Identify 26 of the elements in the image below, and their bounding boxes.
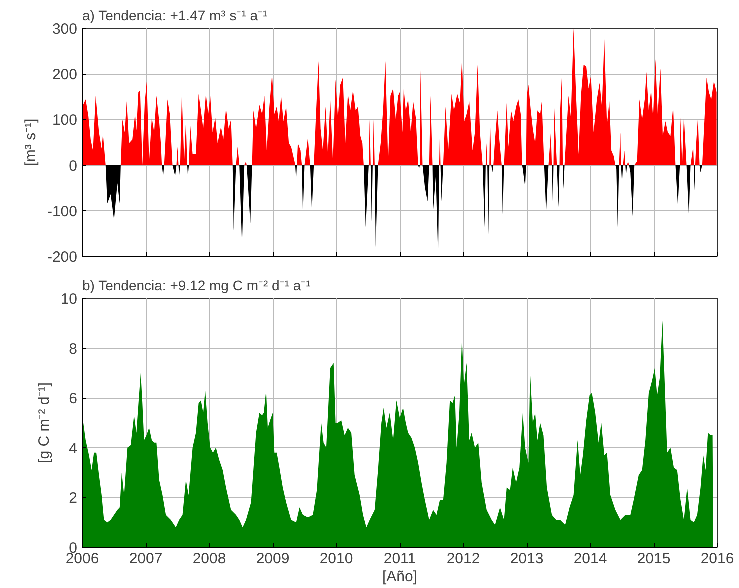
x-tick-label: 2012 xyxy=(446,550,480,568)
y-tick-label: 6 xyxy=(69,390,78,408)
x-tick-label: 2007 xyxy=(129,550,163,568)
y-tick-label: 8 xyxy=(69,340,78,358)
x-tick-label: 2011 xyxy=(384,550,416,568)
x-tick-label: 2008 xyxy=(192,550,226,568)
y-tick-label: 4 xyxy=(69,440,78,458)
x-tick-label: 2015 xyxy=(637,550,671,568)
y-tick-label: 200 xyxy=(52,66,78,84)
y-tick-label: -100 xyxy=(47,203,78,220)
y-tick-label: 2 xyxy=(69,490,78,508)
x-axis-title: [Año] xyxy=(382,568,418,586)
y-axis-title: [m³ s⁻¹] xyxy=(22,118,40,166)
y-tick-label: -200 xyxy=(47,249,78,266)
chart-title: b) Tendencia: +9.12 mg C m⁻² d⁻¹ a⁻¹ xyxy=(82,278,312,294)
y-tick-label: 10 xyxy=(60,291,78,308)
x-tick-label: 2013 xyxy=(510,550,544,568)
x-tick-label: 2016 xyxy=(700,550,734,568)
chart-title: a) Tendencia: +1.47 m³ s⁻¹ a⁻¹ xyxy=(82,8,268,24)
y-tick-label: 300 xyxy=(52,21,78,38)
x-tick-label: 2010 xyxy=(320,550,354,568)
y-axis-title: [g C m⁻² d⁻¹] xyxy=(36,382,53,464)
y-tick-label: 0 xyxy=(69,158,78,175)
x-tick-label: 2014 xyxy=(574,550,608,568)
x-tick-label: 2009 xyxy=(256,550,290,568)
y-tick-label: 100 xyxy=(52,112,78,130)
